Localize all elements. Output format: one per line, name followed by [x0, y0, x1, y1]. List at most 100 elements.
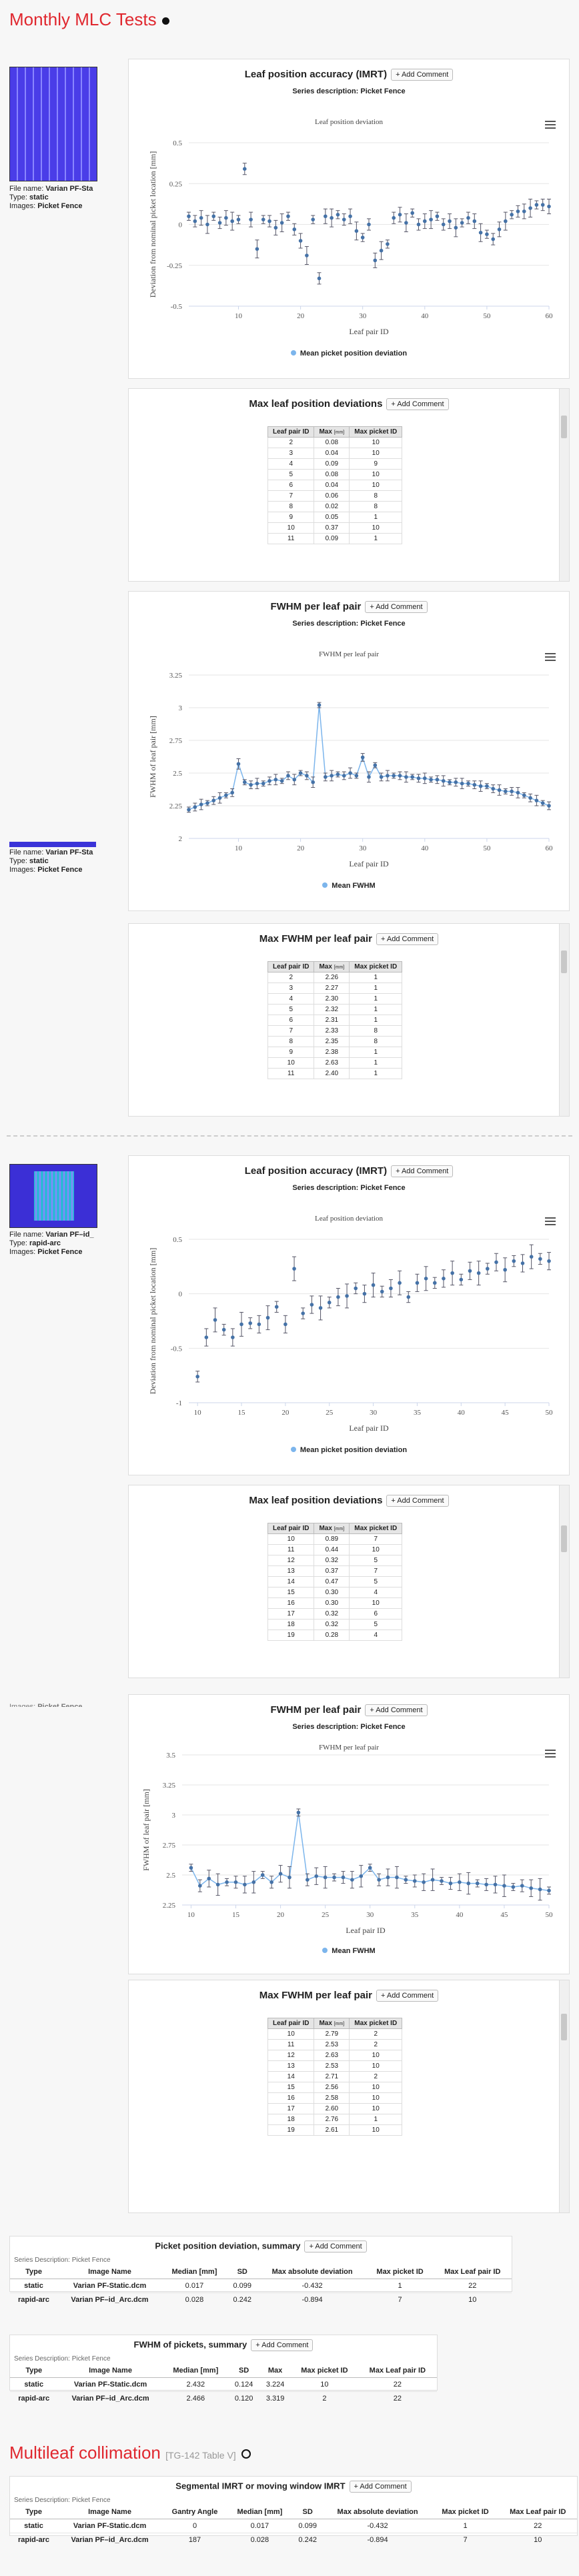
add-comment-button[interactable]: + Add Comment: [376, 1990, 439, 2002]
table-row: 11 0.09 1: [267, 533, 403, 544]
data-point: [249, 217, 253, 221]
table-row: 2 2.26 1: [267, 972, 403, 983]
panel-title: Max leaf position deviations + Add Commen…: [129, 1495, 569, 1507]
column-header: Image Name: [57, 2364, 163, 2378]
chart-legend[interactable]: Mean picket position deviation: [129, 1446, 569, 1454]
table-cell: 1: [349, 1047, 403, 1058]
data-point: [292, 1267, 296, 1271]
chart-legend[interactable]: Mean FWHM: [129, 882, 569, 890]
data-point: [267, 219, 271, 223]
data-point: [324, 214, 328, 219]
column-header: Max picket ID: [366, 2265, 434, 2279]
scrollbar[interactable]: [559, 389, 569, 581]
table-cell: 2.32: [314, 1004, 350, 1015]
scrollbar[interactable]: [559, 1485, 569, 1678]
summary-cell: 0: [162, 2519, 227, 2533]
table-scroll[interactable]: Leaf pair ID Max [mm] Max picket ID 10 2.…: [267, 2018, 428, 2210]
table-cell: 2.60: [314, 2103, 350, 2114]
scrollbar-thumb[interactable]: [561, 2014, 567, 2040]
data-point: [538, 1887, 542, 1892]
table-cell: 2: [267, 972, 315, 983]
scrollbar[interactable]: [559, 924, 569, 1116]
table-cell: 15: [267, 2082, 315, 2093]
table-cell: 10: [267, 1057, 315, 1069]
add-comment-button[interactable]: + Add Comment: [386, 1495, 449, 1507]
add-comment-button[interactable]: + Add Comment: [386, 398, 449, 411]
data-point: [274, 1305, 279, 1309]
add-comment-button[interactable]: + Add Comment: [349, 2481, 412, 2493]
scrollbar-thumb[interactable]: [561, 950, 567, 973]
scrollbar-thumb[interactable]: [561, 416, 567, 438]
add-comment-button[interactable]: + Add Comment: [304, 2240, 367, 2252]
data-point: [429, 217, 433, 221]
col-max-unit: [mm]: [334, 2022, 345, 2026]
position-summary-table: Type Image Name Median [mm] SD Max absolute …: [10, 2265, 512, 2307]
chart-menu-icon[interactable]: [545, 1217, 556, 1225]
picket-stripe: [57, 67, 58, 181]
table-cell: 2.76: [314, 2114, 350, 2125]
data-point: [255, 781, 259, 786]
picket-fence-thumbnail[interactable]: [9, 1164, 97, 1228]
table-cell: 2.63: [314, 2050, 350, 2061]
add-comment-button[interactable]: + Add Comment: [391, 69, 454, 81]
data-point: [371, 1283, 376, 1287]
data-point: [522, 209, 526, 213]
chart-menu-icon[interactable]: [545, 121, 556, 129]
data-point: [211, 214, 216, 219]
table-cell: 16: [267, 2092, 315, 2104]
panel-title: Leaf position accuracy (IMRT) + Add Comme…: [129, 1165, 569, 1178]
add-comment-button[interactable]: + Add Comment: [376, 933, 439, 946]
picket-stripe: [67, 1171, 69, 1221]
x-tick-label: 40: [456, 1911, 464, 1919]
data-point: [547, 1888, 551, 1893]
table-scroll[interactable]: Leaf pair ID Max [mm] Max picket ID 10 0.…: [267, 1523, 428, 1675]
summary-cell: -0.894: [323, 2533, 432, 2547]
picket-stripe: [59, 1171, 61, 1221]
chart-legend[interactable]: Mean picket position deviation: [129, 350, 569, 358]
data-point: [398, 1281, 402, 1285]
col-max: Max [mm]: [314, 1523, 350, 1534]
table-scroll[interactable]: Leaf pair ID Max [mm] Max picket ID 2 0.0…: [267, 426, 428, 578]
table-cell: 0.89: [314, 1533, 350, 1545]
scrollbar[interactable]: [559, 1980, 569, 2212]
table-cell: 8: [349, 501, 403, 512]
chart-menu-icon[interactable]: [545, 653, 556, 661]
table-cell: 6: [267, 1015, 315, 1026]
column-header: Type: [10, 2505, 58, 2519]
table-cell: 1: [349, 1057, 403, 1069]
picket-fence-thumbnail[interactable]: [9, 67, 97, 181]
data-point: [491, 237, 496, 241]
data-point: [448, 219, 452, 223]
add-comment-button[interactable]: + Add Comment: [391, 1165, 454, 1178]
y-tick-label: 2.25: [169, 802, 183, 810]
add-comment-button[interactable]: + Add Comment: [365, 1704, 428, 1717]
type-label: Type:: [9, 857, 27, 865]
column-header: Image Name: [57, 2505, 163, 2519]
scrollbar-thumb[interactable]: [561, 1525, 567, 1552]
data-point: [362, 1291, 367, 1296]
col-max-picket: Max picket ID: [349, 426, 403, 438]
table-cell: 6: [267, 480, 315, 491]
table-scroll[interactable]: Leaf pair ID Max [mm] Max picket ID 2 2.2…: [267, 961, 428, 1113]
table-cell: 0.32: [314, 1608, 350, 1620]
chart-legend[interactable]: Mean FWHM: [129, 1947, 569, 1955]
table-cell: 2.63: [314, 1057, 350, 1069]
summary-description: Series Description: Picket Fence: [14, 2497, 111, 2504]
data-point: [286, 774, 290, 778]
table-cell: 1: [349, 2114, 403, 2125]
chart-menu-icon[interactable]: [545, 1750, 556, 1758]
data-point: [432, 1281, 437, 1285]
data-point: [348, 214, 352, 219]
data-point: [224, 215, 228, 220]
section-reference[interactable]: [TG-142 Table V]: [165, 2450, 236, 2461]
x-tick-label: 35: [411, 1911, 419, 1919]
summary-cell: 3.224: [259, 2377, 292, 2392]
panel-title: Max FWHM per leaf pair + Add Comment: [129, 1990, 569, 2002]
table-cell: 10: [349, 2050, 403, 2061]
data-point: [236, 217, 241, 221]
data-point: [279, 221, 284, 225]
data-point: [298, 239, 303, 243]
add-comment-button[interactable]: + Add Comment: [251, 2339, 314, 2351]
add-comment-button[interactable]: + Add Comment: [365, 601, 428, 614]
data-point: [435, 214, 440, 219]
